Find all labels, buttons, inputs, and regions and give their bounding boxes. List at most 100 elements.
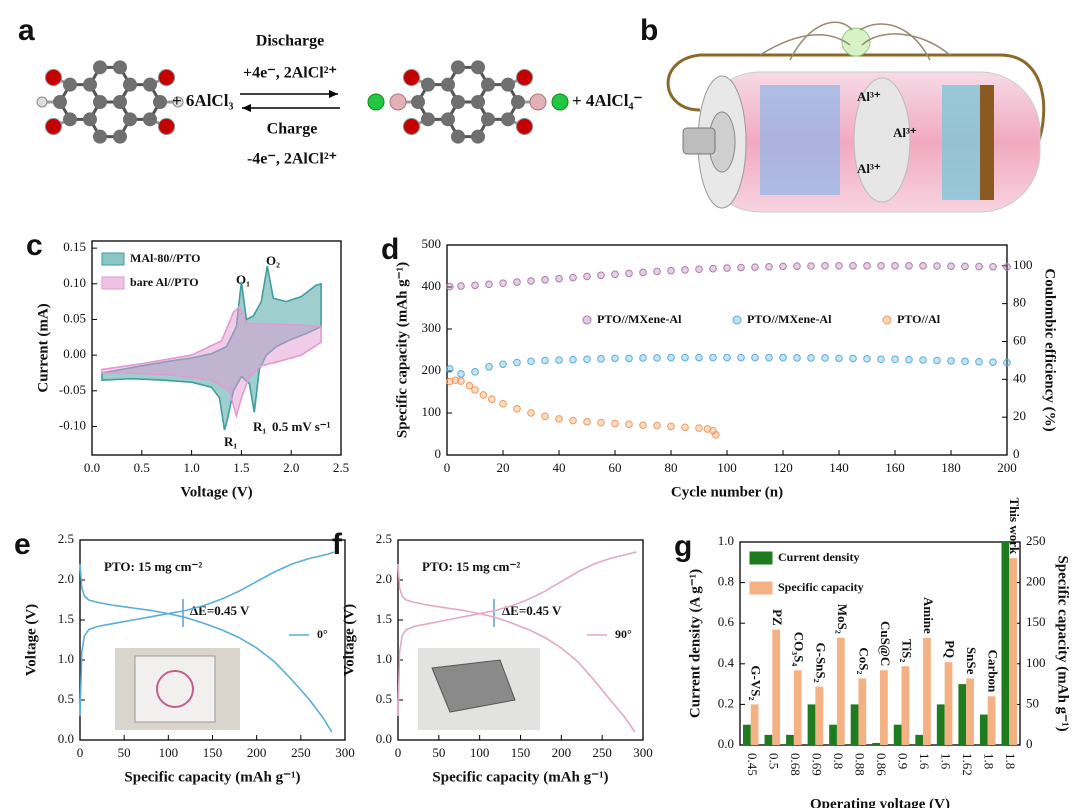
point	[821, 262, 829, 270]
y2-tick-label: 0	[1026, 736, 1033, 751]
point	[765, 262, 773, 271]
point	[527, 409, 535, 417]
point	[639, 354, 647, 362]
point	[877, 355, 885, 364]
point	[947, 357, 955, 365]
bar	[958, 684, 967, 745]
carbon	[451, 129, 465, 144]
y-tick-label: -0.05	[59, 382, 86, 397]
annotation: 0.5 mV s⁻¹	[272, 419, 331, 434]
x-tick-label: 0.9	[896, 753, 911, 769]
carbon	[451, 60, 465, 75]
bar	[836, 637, 845, 745]
point	[527, 277, 535, 285]
y-axis-label: Current density (A g⁻¹)	[687, 569, 703, 718]
point	[569, 355, 577, 364]
y2-tick-label: 100	[1013, 257, 1033, 272]
point	[471, 386, 479, 394]
y2-tick-label: 200	[1026, 574, 1046, 589]
y-tick-label: 0	[435, 446, 442, 461]
x-tick-label: 200	[247, 745, 267, 760]
x-tick-label: 200	[997, 460, 1017, 475]
point	[751, 353, 759, 362]
bar	[772, 629, 781, 745]
y-tick-label: -0.10	[59, 417, 86, 432]
point	[569, 416, 577, 425]
bar	[979, 714, 988, 745]
y2-tick-label: 80	[1013, 295, 1026, 310]
panel-label: c	[26, 229, 43, 262]
x-tick-label: 140	[829, 460, 849, 475]
point	[471, 368, 479, 376]
x-tick-label: 250	[592, 745, 612, 760]
annotation: R₁	[224, 434, 237, 449]
x-tick-label: 1.6	[939, 753, 954, 770]
legend-label: MAl-80//PTO	[130, 251, 200, 265]
x-tick-label: 50	[432, 745, 445, 760]
carbon	[471, 95, 485, 109]
y2-tick-label: 250	[1026, 533, 1046, 548]
carbon	[441, 112, 455, 127]
carbon	[143, 77, 157, 92]
point	[513, 405, 521, 413]
point	[779, 262, 787, 271]
bulb	[841, 27, 871, 57]
arrowhead	[242, 104, 251, 112]
legend-marker	[101, 252, 125, 266]
point	[1003, 358, 1011, 367]
carbon	[411, 95, 425, 109]
point	[961, 357, 969, 366]
y-axis-label: Voltage (V)	[23, 604, 39, 676]
carbon	[481, 112, 495, 127]
y-tick-label: 1.0	[718, 533, 734, 548]
x-tick-label: 300	[335, 745, 355, 760]
y-tick-label: 0.5	[376, 691, 392, 706]
x-tick-label: 0.68	[788, 753, 803, 776]
oxygen	[44, 117, 62, 135]
y2-tick-label: 60	[1013, 332, 1026, 347]
cathode-material	[942, 85, 980, 200]
oxygen	[44, 69, 62, 87]
x-tick-label: 60	[609, 460, 622, 475]
carbon	[501, 77, 515, 92]
point	[446, 365, 454, 373]
point	[667, 353, 675, 362]
y-tick-label: 1.0	[58, 651, 74, 666]
bar-label: G-VS₂	[749, 665, 764, 700]
x-tick-label: 300	[633, 745, 653, 760]
x-axis-label: Cycle number (n)	[671, 484, 783, 500]
point	[681, 353, 689, 362]
point	[807, 354, 815, 362]
point	[737, 353, 745, 362]
carbon	[143, 112, 157, 127]
carbon	[451, 95, 465, 109]
separator	[853, 77, 911, 203]
hydrogen	[36, 96, 48, 108]
x-tick-label: 0.86	[874, 753, 889, 776]
bar-label: PQ	[943, 640, 958, 658]
bar	[850, 704, 859, 745]
x-axis-label: Operating voltage (V)	[810, 796, 950, 808]
carbon	[471, 129, 485, 144]
carbon	[421, 112, 435, 127]
point	[1003, 263, 1011, 271]
roots	[759, 21, 951, 61]
y-tick-label: 0.4	[718, 655, 735, 670]
bar-label: Carbon	[986, 650, 1001, 693]
x-tick-label: 0.8	[831, 753, 846, 769]
point	[597, 271, 605, 280]
bar	[901, 666, 910, 745]
y-tick-label: 300	[422, 320, 442, 335]
x-tick-label: 120	[773, 460, 793, 475]
point	[891, 262, 899, 270]
point	[597, 355, 605, 363]
legend-label: PTO//MXene-Al	[747, 312, 832, 326]
point	[513, 358, 521, 367]
x-tick-label: 0	[77, 745, 84, 760]
bar	[966, 678, 974, 745]
x-tick-label: 0.0	[84, 460, 100, 475]
point	[723, 264, 731, 272]
x-tick-label: 0	[395, 745, 402, 760]
point	[933, 356, 941, 365]
